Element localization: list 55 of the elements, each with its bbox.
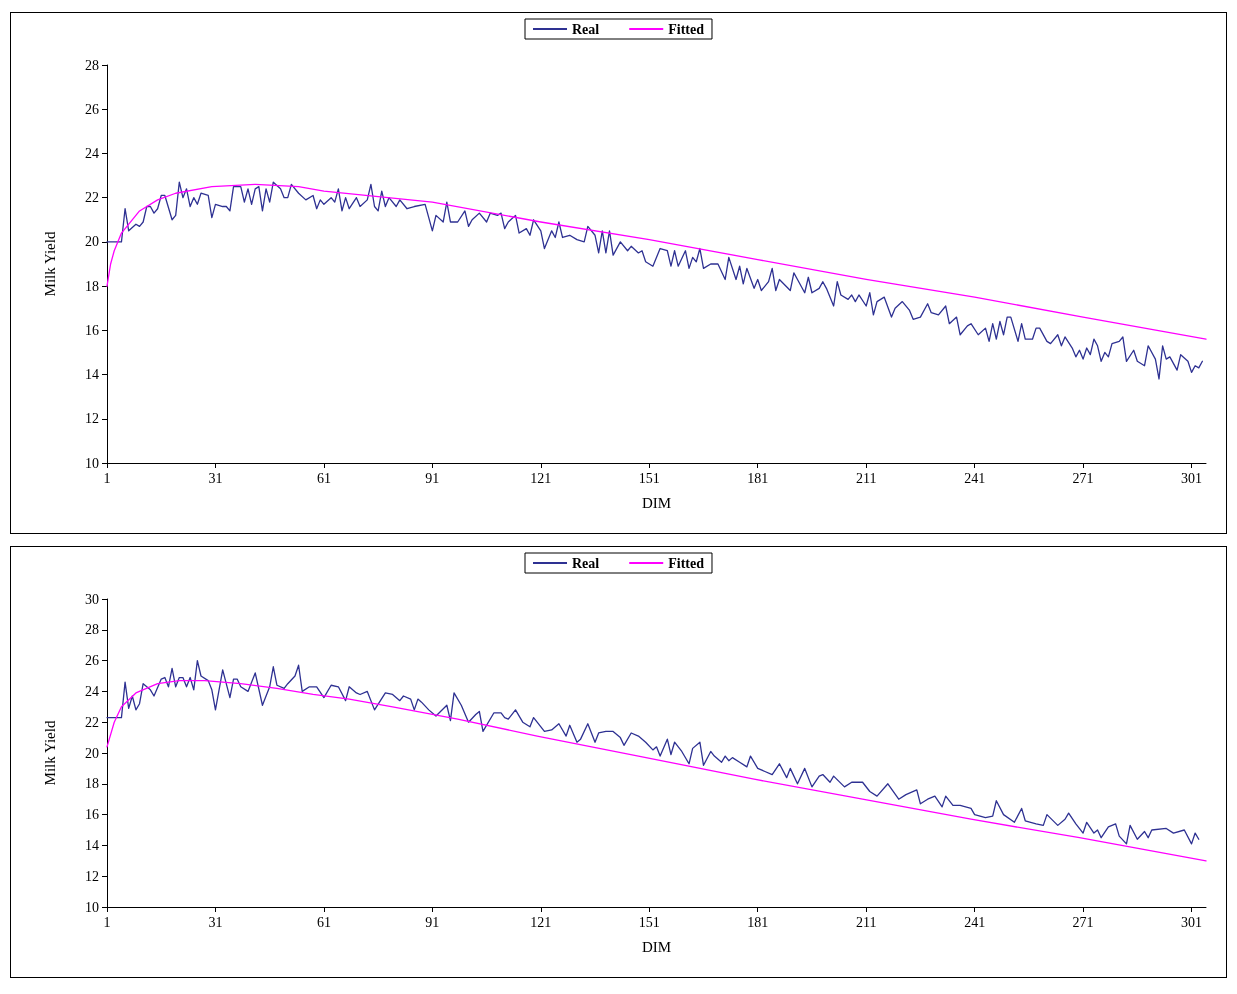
legend-label: Real [572, 21, 600, 37]
legend-label: Fitted [668, 21, 705, 37]
x-axis-title: DIM [641, 494, 672, 511]
x-tick-label: 61 [316, 914, 331, 930]
line-series [106, 679, 1207, 862]
y-tick-label: 30 [85, 591, 99, 607]
x-tick-label: 91 [425, 470, 440, 486]
line-series [106, 181, 1204, 380]
y-tick-label: 12 [85, 868, 99, 884]
y-tick-label: 26 [85, 653, 99, 669]
y-tick-label: 22 [85, 714, 99, 730]
legend-label: Real [572, 555, 600, 571]
x-tick-label: 241 [964, 470, 986, 486]
x-tick-label: 181 [747, 914, 769, 930]
y-tick-label: 24 [85, 145, 99, 161]
y-tick-label: 18 [85, 776, 99, 792]
y-axis-title: Milk Yield [41, 720, 58, 786]
x-tick-label: 121 [530, 470, 552, 486]
y-tick-label: 12 [85, 411, 99, 427]
y-tick-label: 20 [85, 745, 99, 761]
line-series [106, 659, 1200, 845]
x-tick-label: 271 [1072, 914, 1094, 930]
y-tick-label: 28 [85, 57, 99, 73]
y-tick-label: 26 [85, 101, 99, 117]
y-tick-label: 14 [85, 367, 99, 383]
x-tick-label: 301 [1181, 470, 1203, 486]
x-tick-label: 211 [855, 470, 877, 486]
x-tick-label: 301 [1181, 914, 1203, 930]
y-tick-label: 16 [85, 807, 99, 823]
x-tick-label: 91 [425, 914, 440, 930]
x-tick-label: 211 [855, 914, 877, 930]
legend-label: Fitted [668, 555, 705, 571]
x-tick-label: 151 [638, 470, 660, 486]
x-tick-label: 151 [638, 914, 660, 930]
x-tick-label: 241 [964, 914, 986, 930]
x-tick-label: 61 [316, 470, 331, 486]
y-tick-label: 28 [85, 622, 99, 638]
x-tick-label: 271 [1072, 470, 1094, 486]
y-tick-label: 22 [85, 190, 99, 206]
y-tick-label: 18 [85, 278, 99, 294]
x-tick-label: 31 [208, 470, 223, 486]
y-tick-label: 10 [85, 455, 99, 471]
x-tick-label: 31 [208, 914, 223, 930]
y-tick-label: 20 [85, 234, 99, 250]
y-tick-label: 16 [85, 322, 99, 338]
y-tick-label: 24 [85, 683, 99, 699]
x-tick-label: 181 [747, 470, 769, 486]
x-axis-title: DIM [641, 938, 672, 955]
x-tick-label: 121 [530, 914, 552, 930]
x-tick-label: 1 [103, 470, 111, 486]
y-tick-label: 14 [85, 837, 99, 853]
line-series [106, 183, 1207, 340]
y-axis-title: Milk Yield [41, 231, 58, 297]
y-tick-label: 10 [85, 899, 99, 915]
x-tick-label: 1 [103, 914, 111, 930]
